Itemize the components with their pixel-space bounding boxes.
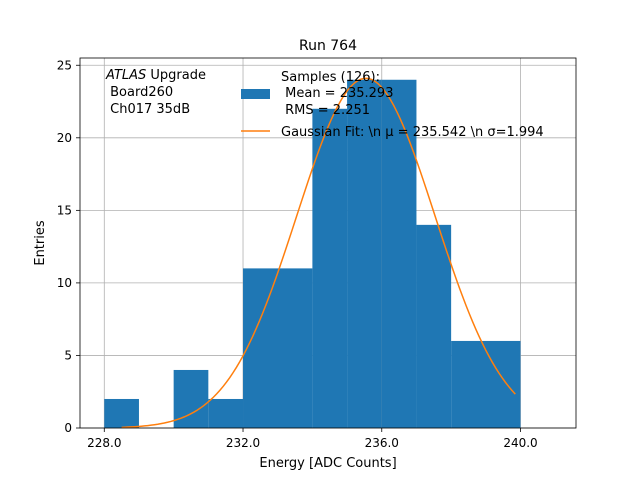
legend-fit-label: Gaussian Fit: \n μ = 235.542 \n σ=1.994 [281,125,544,140]
legend-samples-patch [241,89,270,99]
histogram-bar [208,398,244,428]
x-tick-label: 240.0 [503,436,537,450]
legend-samples-line-3: RMS = 2.251 [281,103,370,118]
x-tick-label: 236.0 [365,436,399,450]
chart-title: Run 764 [299,38,357,54]
annotation-atlas-word: ATLAS [105,68,146,83]
histogram-bar [243,268,313,428]
histogram-bar [451,340,521,428]
legend-samples-line-2: Mean = 235.293 [281,86,393,101]
x-axis-label: Energy [ADC Counts] [259,456,396,471]
y-tick-label: 15 [57,203,72,217]
plot-frame [79,57,577,429]
histogram-bar [347,79,382,428]
y-axis-label: Entries [33,220,48,266]
y-tick-label: 10 [57,276,72,290]
annotation-line-board: Board260 [106,85,173,100]
legend: Samples (126): Mean = 235.293 RMS = 2.25… [241,70,544,140]
y-tick-label: 0 [64,421,72,435]
x-tick-label: 232.0 [226,436,260,450]
histogram-bar [312,108,348,429]
y-tick-label: 20 [57,131,72,145]
legend-samples-line-1: Samples (126): [281,70,380,85]
annotation-line-channel: Ch017 35dB [106,102,190,117]
histogram-bar [416,224,452,428]
histogram-bar [381,79,417,428]
gaussian-fit-line [121,77,516,429]
svg-text:ATLAS Upgrade: ATLAS Upgrade [105,68,206,83]
annotation: ATLAS Upgrade Board260 Ch017 35dB [105,68,206,117]
x-tick-label: 228.0 [87,436,121,450]
y-axis-ticks: 0 5 10 15 20 25 [57,58,80,435]
y-tick-label: 25 [57,58,72,72]
annotation-upgrade-word: Upgrade [146,68,206,83]
y-tick-label: 5 [64,348,72,362]
x-axis-ticks: 228.0 232.0 236.0 240.0 [87,428,538,450]
histogram-bar [104,398,139,428]
